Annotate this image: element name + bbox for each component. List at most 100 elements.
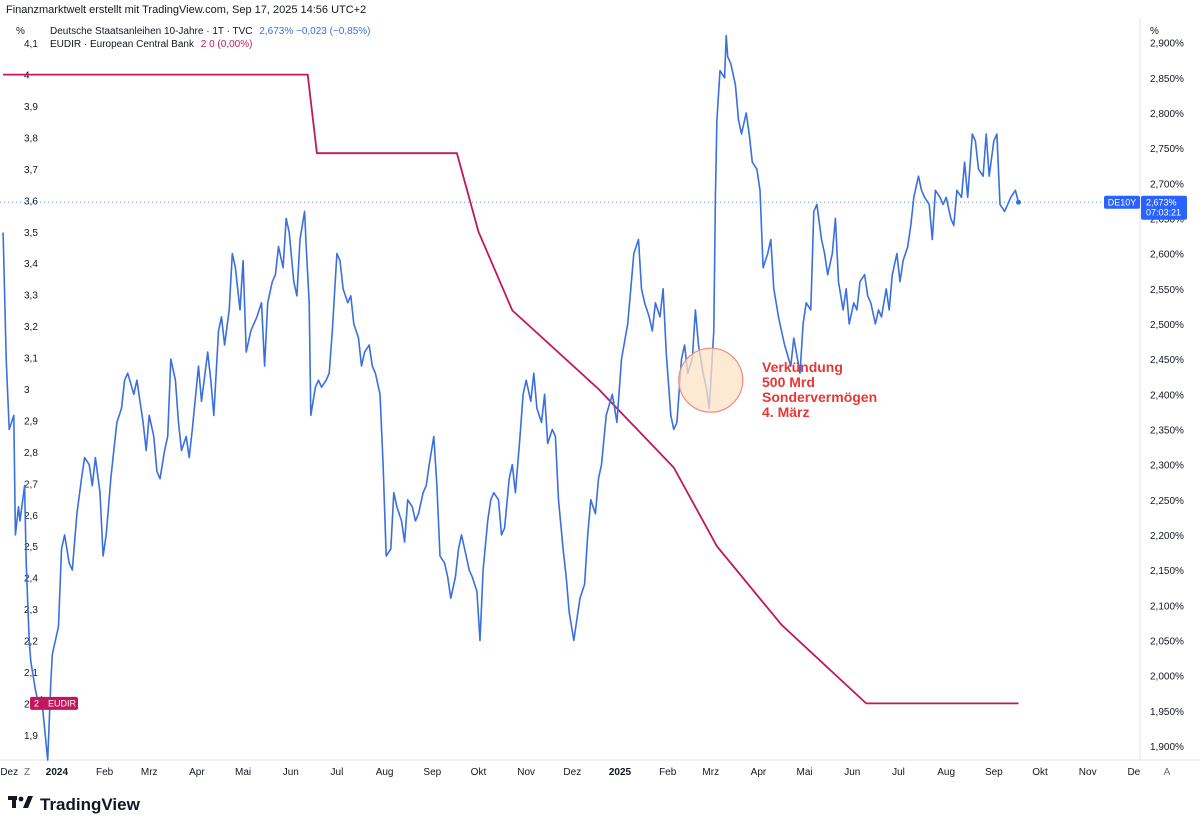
time-tick-label: Jun: [283, 767, 299, 778]
right-tick-label: 2,300%: [1150, 461, 1184, 472]
left-tick-label: 2,7: [24, 479, 38, 490]
price-badge-symbol-bg: [1104, 195, 1140, 209]
chart-frame: % % Deutsche Staatsanleihen 10-Jahre · 1…: [0, 18, 1200, 788]
left-tick-label: 2,9: [24, 416, 38, 427]
right-price-axis[interactable]: 2,900% 2,850% 2,800% 2,750% 2,700% 2,650% 2,60…: [1150, 39, 1184, 753]
bund-last-point: [1015, 199, 1021, 205]
right-tick-label: 2,800%: [1150, 109, 1184, 120]
right-tick-label: 2,900%: [1150, 39, 1184, 50]
time-tick-label: Feb: [659, 767, 677, 778]
annotation-line-4: 4. März: [762, 404, 809, 420]
left-tick-label: 3,3: [24, 291, 38, 302]
bund-series-line: [2, 34, 1020, 761]
right-tick-label: 2,500%: [1150, 320, 1184, 331]
right-tick-label: 1,950%: [1150, 707, 1184, 718]
right-tick-label: 2,200%: [1150, 531, 1184, 542]
time-tick-label: Nov: [1079, 767, 1097, 778]
eudir-badge-value: 2: [34, 698, 39, 708]
time-tick-label: Aug: [376, 767, 394, 778]
price-badge-countdown: 07:03:21: [1146, 207, 1181, 217]
left-tick-label: 4,1: [24, 39, 38, 50]
right-tick-label: 2,550%: [1150, 285, 1184, 296]
left-tick-label: 2,3: [24, 605, 38, 616]
time-tick-label: Dez: [0, 767, 18, 778]
right-tick-label: 2,650%: [1150, 214, 1184, 225]
left-tick-label: 2: [24, 699, 30, 710]
left-tick-label: 1,9: [24, 731, 38, 742]
legend-bund-value: 2,673% −0,023 (−0,85%): [259, 26, 370, 37]
time-tick-label: Mrz: [141, 767, 158, 778]
right-tick-label: 2,000%: [1150, 672, 1184, 683]
time-tick-label: Jul: [331, 767, 344, 778]
left-tick-label: 2,2: [24, 637, 38, 648]
right-unit-label: %: [1150, 26, 1159, 37]
right-tick-label: 2,850%: [1150, 74, 1184, 85]
right-tick-label: 2,150%: [1150, 566, 1184, 577]
time-tick-label: Aug: [937, 767, 955, 778]
annotation-line-3: Sondervermögen: [762, 389, 877, 405]
legend-bund-name: Deutsche Staatsanleihen 10-Jahre · 1T · …: [50, 26, 253, 37]
time-tick-label: Sep: [985, 767, 1003, 778]
annotation-line-1: Verkündung: [762, 359, 843, 375]
left-tick-label: 3,8: [24, 133, 38, 144]
time-tick-label: 2025: [609, 767, 632, 778]
left-price-axis[interactable]: 4,1 4 3,9 3,8 3,7 3,6 3,5 3,4 3,3 3,2 3,1 3 2,9 2,8 2,…: [24, 39, 38, 742]
time-axis[interactable]: Dez 2024 Feb Mrz Apr Mai Jun Jul Aug Sep Okt Nov Dez…: [0, 767, 1140, 778]
legend-eudir-value: 2 0 (0,00%): [201, 39, 253, 50]
time-tick-label: Apr: [189, 767, 205, 778]
left-tick-label: 4: [24, 71, 30, 82]
legend-eudir[interactable]: EUDIR · European Central Bank 2 0 (0,00%…: [50, 39, 252, 50]
right-tick-label: 2,450%: [1150, 355, 1184, 366]
price-badge: DE10Y 2,673% 07:03:21: [1104, 195, 1187, 220]
right-tick-label: 2,700%: [1150, 179, 1184, 190]
time-tick-label: Okt: [1032, 767, 1048, 778]
time-tick-label: Jun: [844, 767, 860, 778]
time-tick-label: Sep: [423, 767, 441, 778]
left-tick-label: 2,4: [24, 574, 38, 585]
price-badge-value: 2,673%: [1146, 197, 1177, 207]
tradingview-icon: [8, 794, 34, 815]
left-tick-label: 2,5: [24, 542, 38, 553]
annotation-circle: [678, 347, 744, 413]
a-button[interactable]: A: [1160, 764, 1174, 778]
left-tick-label: 3,5: [24, 228, 38, 239]
a-button-label: A: [1164, 767, 1171, 778]
right-tick-label: 2,600%: [1150, 250, 1184, 261]
tradingview-wordmark: TradingView: [40, 794, 140, 814]
left-tick-label: 2,1: [24, 668, 38, 679]
right-tick-label: 2,050%: [1150, 636, 1184, 647]
time-tick-label: Apr: [751, 767, 767, 778]
right-tick-label: 2,750%: [1150, 144, 1184, 155]
annotation-line-2: 500 Mrd: [762, 374, 815, 390]
left-tick-label: 3,2: [24, 322, 38, 333]
left-tick-label: 3,7: [24, 165, 38, 176]
z-button[interactable]: Z: [20, 764, 34, 778]
left-tick-label: 3,9: [24, 102, 38, 113]
right-tick-label: 2,350%: [1150, 425, 1184, 436]
left-tick-label: 3,4: [24, 259, 38, 270]
left-tick-label: 2,8: [24, 448, 38, 459]
left-tick-label: 3: [24, 385, 30, 396]
attribution-header: Finanzmarktwelt erstellt mit TradingView…: [6, 4, 367, 16]
eudir-badge: 2 EUDIR: [30, 696, 78, 710]
right-tick-label: 1,900%: [1150, 742, 1184, 753]
right-tick-label: 2,400%: [1150, 390, 1184, 401]
time-tick-label: Mai: [797, 767, 813, 778]
eudir-series-line: [3, 73, 1019, 705]
right-tick-label: 2,100%: [1150, 601, 1184, 612]
z-button-bg: [20, 764, 34, 778]
time-tick-label: Mai: [235, 767, 251, 778]
left-tick-label: 3,6: [24, 196, 38, 207]
time-tick-label: Nov: [517, 767, 535, 778]
legend-bund[interactable]: Deutsche Staatsanleihen 10-Jahre · 1T · …: [50, 26, 371, 37]
annotation-text: Verkündung 500 Mrd Sondervermögen 4. Mär…: [762, 359, 881, 420]
right-tick-label: 2,250%: [1150, 496, 1184, 507]
left-unit-label: %: [16, 26, 25, 37]
chart-svg: % % Deutsche Staatsanleihen 10-Jahre · 1…: [0, 18, 1200, 778]
tradingview-logo[interactable]: TradingView: [8, 794, 140, 815]
left-tick-label: 2,6: [24, 511, 38, 522]
time-tick-label: De: [1127, 767, 1140, 778]
eudir-badge-symbol: EUDIR: [48, 698, 77, 708]
annotation-group: Verkündung 500 Mrd Sondervermögen 4. Mär…: [678, 347, 881, 420]
price-badge-value-bg: [1141, 195, 1187, 220]
